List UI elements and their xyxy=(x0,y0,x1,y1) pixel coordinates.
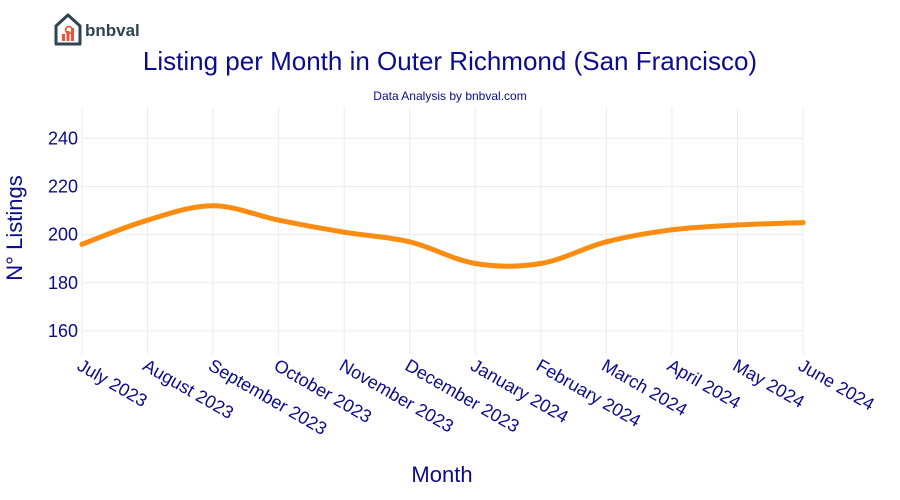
y-axis-ticks: 160 180 200 220 240 xyxy=(48,128,78,341)
data-point xyxy=(603,239,609,245)
data-point xyxy=(669,227,675,233)
x-axis-title: Month xyxy=(411,462,472,487)
data-point xyxy=(79,241,85,247)
y-axis-title: N° Listings xyxy=(2,175,27,280)
y-tick-label: 240 xyxy=(48,128,78,148)
chart-title: Listing per Month in Outer Richmond (San… xyxy=(143,46,757,76)
data-point xyxy=(538,261,544,267)
x-tick-label: May 2024 xyxy=(729,355,807,412)
data-point xyxy=(472,261,478,267)
house-icon xyxy=(54,13,82,46)
x-tick-label: December 2023 xyxy=(402,355,523,436)
x-tick-label: July 2023 xyxy=(74,355,151,411)
brand-name: bnbval xyxy=(85,21,140,40)
data-point xyxy=(341,229,347,235)
brand-logo: bnbval xyxy=(54,13,140,46)
y-tick-label: 220 xyxy=(48,176,78,196)
series-line xyxy=(79,203,806,269)
series-group xyxy=(79,203,806,269)
data-point xyxy=(276,217,282,223)
data-point xyxy=(734,222,740,228)
data-point xyxy=(210,203,216,209)
x-tick-label: November 2023 xyxy=(336,355,457,436)
x-tick-label: June 2024 xyxy=(795,355,878,414)
y-tick-label: 180 xyxy=(48,273,78,293)
data-point xyxy=(800,220,806,226)
y-tick-label: 200 xyxy=(48,225,78,245)
grid-lines xyxy=(81,107,804,355)
data-point xyxy=(407,239,413,245)
chart-subtitle: Data Analysis by bnbval.com xyxy=(373,89,526,103)
y-tick-label: 160 xyxy=(48,321,78,341)
data-point xyxy=(145,217,151,223)
